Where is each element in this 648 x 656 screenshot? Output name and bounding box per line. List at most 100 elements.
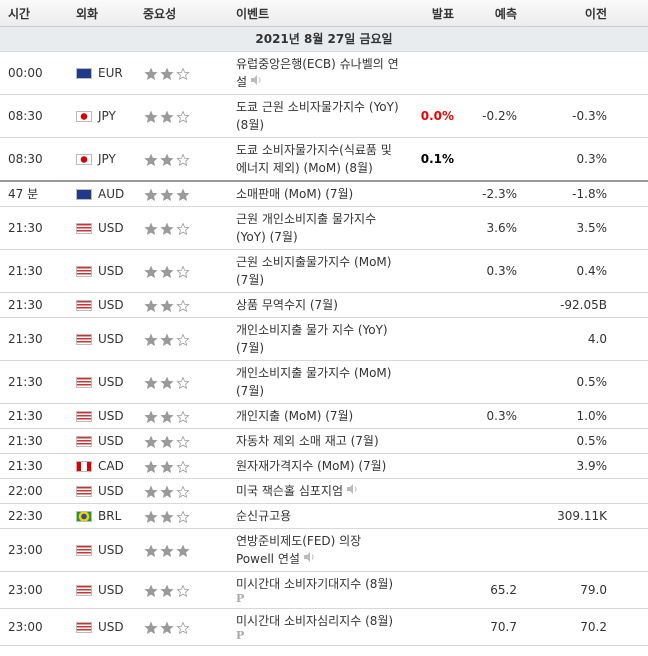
currency-cell: CAD <box>68 453 135 479</box>
time: 00:00 <box>0 51 68 95</box>
star-shape <box>176 484 190 498</box>
star-shape <box>144 264 158 278</box>
actual-cell <box>400 503 462 529</box>
star-shape <box>160 187 174 201</box>
forecast-cell <box>462 51 525 95</box>
header-importance: 중요성 <box>135 0 228 27</box>
previous: 79.0 <box>580 583 607 597</box>
blank-cell <box>615 453 648 479</box>
importance <box>135 137 228 182</box>
event-row: 23:00 USD 연방준비제도(FED) 의장 Powell 연설 <box>0 528 648 572</box>
time: 23:00 <box>0 528 68 572</box>
event: 개인소비지출 물가지수 (MoM) (7월) <box>236 366 392 398</box>
star <box>144 298 158 312</box>
event: 자동차 제외 소매 재고 (7월) <box>236 434 379 448</box>
star-shape <box>176 409 190 423</box>
currency: USD <box>98 409 124 423</box>
previous-cell: 1.0% <box>525 403 615 429</box>
star <box>144 484 158 498</box>
previous: 0.4% <box>576 264 608 278</box>
star-shape <box>144 583 158 597</box>
forecast-cell <box>462 317 525 361</box>
event: 유럽중앙은행(ECB) 슈나벨의 연설 <box>236 57 399 89</box>
event: 미시간대 소비자심리지수 (8월) <box>236 614 394 628</box>
currency: USD <box>98 298 124 312</box>
importance <box>135 206 228 250</box>
previous: 0.5% <box>576 434 608 448</box>
flag-icon <box>76 411 92 422</box>
currency-cell: EUR <box>68 51 135 95</box>
actual-cell <box>400 206 462 250</box>
currency-cell: USD <box>68 292 135 318</box>
importance <box>135 94 228 138</box>
star <box>160 434 174 448</box>
event-cell: 미시간대 소비자기대지수 (8월) P <box>228 571 400 609</box>
time: 21:30 <box>0 292 68 318</box>
blank-cell <box>615 503 648 529</box>
time: 23:00 <box>0 571 68 609</box>
event: 연방준비제도(FED) 의장 Powell 연설 <box>236 534 362 566</box>
previous-cell: 3.5% <box>525 206 615 250</box>
importance <box>135 571 228 609</box>
event-row: 23:00 USD 미시간대 소비자심리지수 (8월) P 70.7 70.2 <box>0 608 648 646</box>
event-row: 08:30 JPY 도쿄 소비자물가지수(식료품 및 에너지 제외) (MoM) (… <box>0 137 648 182</box>
event: 도쿄 소비자물가지수(식료품 및 에너지 제외) (MoM) (8월) <box>236 143 392 175</box>
previous: 0.3% <box>576 152 608 166</box>
event-cell: 원자재가격지수 (MoM) (7월) <box>228 453 400 479</box>
currency-cell: USD <box>68 608 135 646</box>
time: 21:30 <box>0 360 68 404</box>
event-cell: 순신규고용 <box>228 503 400 529</box>
previous: 70.2 <box>580 620 607 634</box>
star-shape <box>176 187 190 201</box>
blank-cell <box>615 608 648 646</box>
star <box>144 543 158 557</box>
star <box>144 332 158 346</box>
time: 21:30 <box>0 453 68 479</box>
importance <box>135 428 228 454</box>
flag-icon <box>76 334 92 345</box>
importance <box>135 180 228 207</box>
flag-icon <box>76 436 92 447</box>
flag-icon <box>76 622 92 633</box>
currency-cell: USD <box>68 249 135 293</box>
event-cell: 소매판매 (MoM) (7월) <box>228 180 400 207</box>
star-shape <box>160 375 174 389</box>
time: 21:30 <box>0 428 68 454</box>
blank-cell <box>615 94 648 138</box>
forecast: 3.6% <box>486 221 518 235</box>
date: 2021년 8월 27일 금요일 <box>0 26 648 52</box>
forecast-cell: 0.3% <box>462 249 525 293</box>
time: 47 분 <box>0 180 68 207</box>
forecast: 0.3% <box>486 264 518 278</box>
actual-cell <box>400 51 462 95</box>
star <box>176 583 190 597</box>
star <box>144 221 158 235</box>
star-shape <box>176 434 190 448</box>
actual-cell <box>400 180 462 207</box>
event: 근원 소비지출물가지수 (MoM) (7월) <box>236 255 392 287</box>
flag-icon <box>76 300 92 311</box>
star <box>144 375 158 389</box>
event: 미시간대 소비자기대지수 (8월) <box>236 577 394 591</box>
currency-cell: JPY <box>68 137 135 182</box>
previous: 4.0 <box>587 332 607 346</box>
event-cell: 유럽중앙은행(ECB) 슈나벨의 연설 <box>228 51 400 95</box>
star <box>144 109 158 123</box>
preliminary-icon: P <box>236 629 245 642</box>
event-cell: 개인소비지출 물가지수 (MoM) (7월) <box>228 360 400 404</box>
star <box>160 221 174 235</box>
star <box>160 152 174 166</box>
event-row: 21:30 USD 상품 무역수지 (7월) -92.05B <box>0 292 648 318</box>
previous-cell: 79.0 <box>525 571 615 609</box>
star-shape <box>160 332 174 346</box>
previous-cell <box>525 528 615 572</box>
previous-cell: 309.11K <box>525 503 615 529</box>
star-shape <box>144 375 158 389</box>
star-shape <box>144 543 158 557</box>
event-cell: 도쿄 근원 소비자물가지수 (YoY) (8월) <box>228 94 400 138</box>
actual-cell <box>400 317 462 361</box>
header-row: 시간 외화 중요성 이벤트 발표 예측 이전 <box>0 0 648 27</box>
event-row: 21:30 USD 근원 소비지출물가지수 (MoM) (7월) 0.3% 0.4% <box>0 249 648 293</box>
importance <box>135 478 228 504</box>
